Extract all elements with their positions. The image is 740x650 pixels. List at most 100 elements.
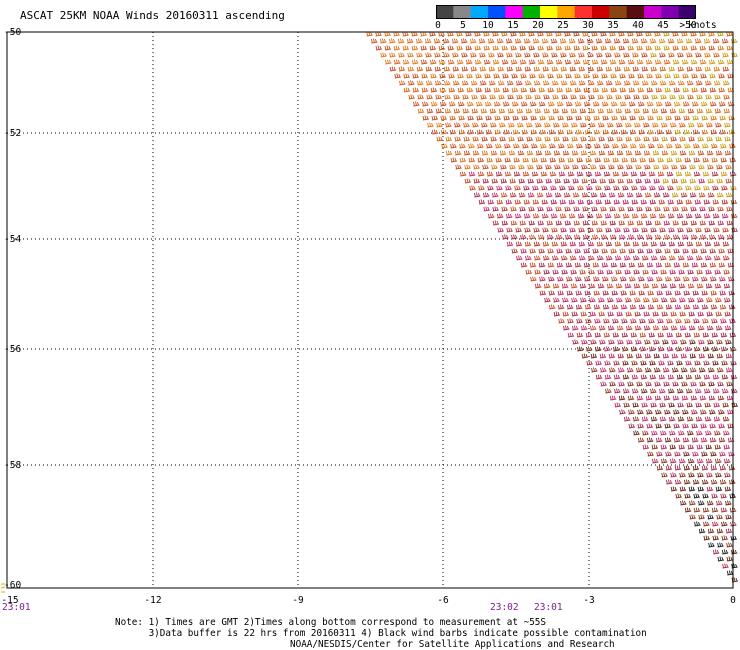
wind-barb [584, 276, 591, 282]
wind-barb [454, 150, 462, 156]
wind-barb [606, 283, 614, 289]
wind-barb [627, 395, 635, 401]
wind-barb [464, 178, 472, 184]
wind-barb [656, 465, 664, 471]
wind-barb [625, 150, 633, 156]
wind-barb [691, 87, 699, 93]
wind-barb [654, 395, 662, 401]
wind-barb [681, 45, 689, 51]
wind-barb [542, 66, 550, 72]
wind-barb [643, 122, 650, 128]
wind-barb [725, 514, 732, 520]
wind-barb [611, 304, 619, 310]
wind-barb [681, 395, 689, 401]
wind-barb [627, 206, 634, 212]
wind-barb [591, 45, 599, 51]
wind-barb [541, 185, 548, 191]
colorbar-tick-label: >50 [679, 20, 697, 31]
wind-barb [678, 80, 685, 86]
wind-barb [619, 234, 626, 240]
wind-barb [578, 241, 586, 247]
wind-barb [668, 402, 675, 408]
wind-barb [571, 297, 578, 303]
wind-barb [719, 451, 726, 457]
wind-barb [668, 241, 676, 247]
wind-barb [679, 297, 686, 303]
wind-barb [536, 164, 543, 170]
wind-barb [493, 87, 501, 93]
wind-barb [568, 38, 576, 44]
wind-barb [494, 129, 502, 135]
wind-barb [545, 192, 553, 198]
wind-barb [673, 248, 680, 254]
wind-barb [636, 59, 644, 65]
wind-barb [613, 185, 620, 191]
wind-barb [494, 115, 501, 121]
wind-barb [713, 66, 721, 72]
wind-barb [633, 80, 640, 86]
wind-barb [616, 150, 624, 156]
wind-barb [631, 199, 639, 205]
wind-barb [668, 227, 675, 233]
wind-barb [678, 255, 685, 261]
wind-barb [534, 108, 542, 114]
wind-barb [389, 66, 397, 72]
wind-barb [472, 150, 480, 156]
wind-barb [550, 213, 558, 219]
wind-barb [511, 248, 518, 254]
wind-barb [552, 94, 559, 100]
wind-barb [694, 213, 702, 219]
colorbar-segment [644, 5, 662, 19]
wind-barb [616, 297, 623, 303]
wind-barb [650, 241, 658, 247]
wind-barb [650, 402, 657, 408]
lat-label-58: -58 [4, 460, 22, 471]
wind-barb [679, 150, 687, 156]
wind-barb [628, 409, 635, 415]
wind-barb [710, 276, 717, 282]
wind-barb [642, 94, 649, 100]
wind-barb [694, 185, 701, 191]
wind-barb [584, 129, 592, 135]
wind-barb [621, 346, 629, 352]
wind-barb [474, 45, 482, 51]
wind-barb [562, 136, 569, 142]
wind-barb [394, 73, 401, 79]
wind-barb [632, 388, 639, 394]
wind-barb [631, 38, 639, 44]
wind-barb [488, 52, 495, 58]
wind-barb [715, 472, 722, 478]
wind-barb [704, 416, 712, 422]
wind-barb [644, 164, 651, 170]
wind-barb [642, 269, 649, 275]
wind-barb [623, 402, 630, 408]
wind-barb [707, 339, 714, 345]
colorbar-tick-label: 25 [557, 20, 569, 31]
wind-barb [571, 150, 579, 156]
wind-barb [510, 31, 517, 37]
wind-barb [509, 164, 516, 170]
wind-barb [700, 409, 707, 415]
wind-barb [691, 73, 698, 79]
wind-barb [578, 52, 585, 58]
wind-barb [584, 101, 591, 107]
wind-barb [579, 255, 586, 261]
wind-barb [623, 388, 630, 394]
wind-barb [614, 227, 621, 233]
wind-barb [564, 220, 572, 226]
wind-barb [714, 255, 721, 261]
wind-barb [612, 332, 620, 338]
colorbar-segment [453, 5, 472, 19]
wind-barb [685, 185, 692, 191]
wind-barb [600, 59, 608, 65]
wind-barb [403, 73, 410, 79]
lat-label-60: -60 [4, 580, 22, 591]
wind-barb [555, 220, 563, 226]
wind-barb [456, 31, 463, 37]
wind-barb [612, 157, 620, 163]
wind-barb [676, 360, 683, 366]
wind-barb [693, 332, 701, 338]
wind-barb [703, 374, 711, 380]
wind-barb [447, 45, 455, 51]
wind-barb [413, 101, 420, 107]
